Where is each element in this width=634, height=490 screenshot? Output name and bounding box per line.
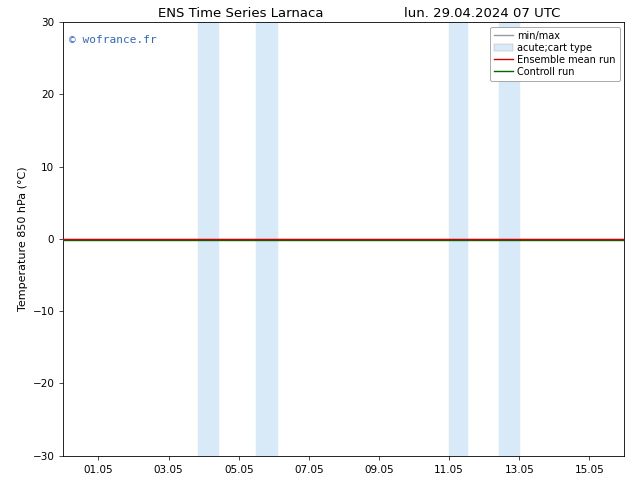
Bar <box>499 22 519 456</box>
Bar <box>198 22 218 456</box>
Bar <box>449 22 467 456</box>
Y-axis label: Temperature 850 hPa (°C): Temperature 850 hPa (°C) <box>18 167 29 311</box>
Text: © wofrance.fr: © wofrance.fr <box>69 35 157 45</box>
Text: ENS Time Series Larnaca: ENS Time Series Larnaca <box>158 7 324 21</box>
Legend: min/max, acute;cart type, Ensemble mean run, Controll run: min/max, acute;cart type, Ensemble mean … <box>490 27 619 80</box>
Bar <box>256 22 276 456</box>
Text: lun. 29.04.2024 07 UTC: lun. 29.04.2024 07 UTC <box>404 7 560 21</box>
